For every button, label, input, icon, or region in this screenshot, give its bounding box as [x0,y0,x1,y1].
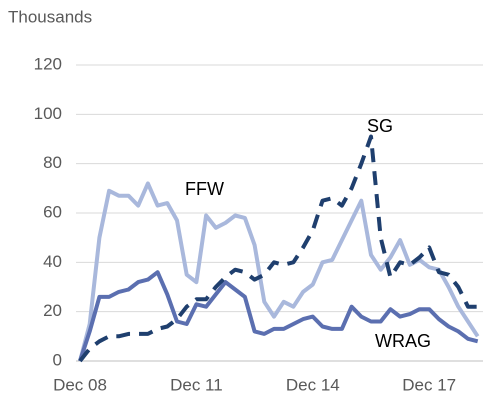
y-tick-label: 0 [53,350,62,369]
x-tick-label: Dec 11 [170,375,223,394]
series-label: FFW [185,179,224,199]
x-tick-label: Dec 08 [53,375,107,394]
y-tick-label: 40 [43,252,62,271]
y-tick-label: 100 [34,104,62,123]
series-label: WRAG [375,331,431,351]
y-tick-label: 80 [43,153,62,172]
series-label: SG [367,116,393,136]
unit-label: Thousands [8,7,92,26]
x-tick-label: Dec 14 [286,375,340,394]
x-tick-label: Dec 17 [402,375,456,394]
series-line [78,270,479,362]
series-line [78,181,480,362]
y-tick-label: 60 [43,202,62,221]
y-tick-label: 120 [34,54,62,73]
y-tick-label: 20 [43,301,62,320]
series-line [78,134,478,363]
